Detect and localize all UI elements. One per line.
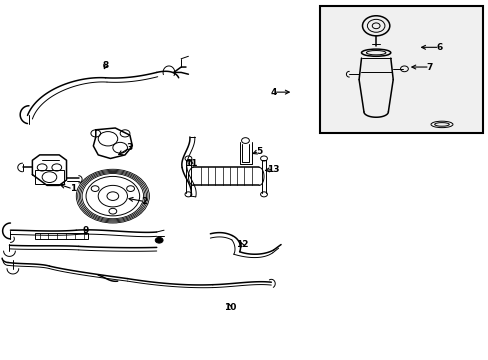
Text: 6: 6 <box>435 43 442 52</box>
Text: 12: 12 <box>235 240 248 249</box>
Text: 7: 7 <box>426 63 432 72</box>
Text: 5: 5 <box>256 147 262 156</box>
Text: 9: 9 <box>82 226 89 235</box>
Bar <box>35 170 64 184</box>
Text: 11: 11 <box>184 159 197 168</box>
Bar <box>320 6 483 134</box>
Text: 3: 3 <box>126 143 133 152</box>
Text: 4: 4 <box>270 87 276 96</box>
Bar <box>35 233 88 239</box>
Circle shape <box>155 237 163 243</box>
Text: 13: 13 <box>267 165 280 174</box>
Text: 2: 2 <box>141 197 147 206</box>
Text: 1: 1 <box>70 184 76 193</box>
Text: 8: 8 <box>102 61 108 70</box>
Text: 10: 10 <box>223 303 236 312</box>
